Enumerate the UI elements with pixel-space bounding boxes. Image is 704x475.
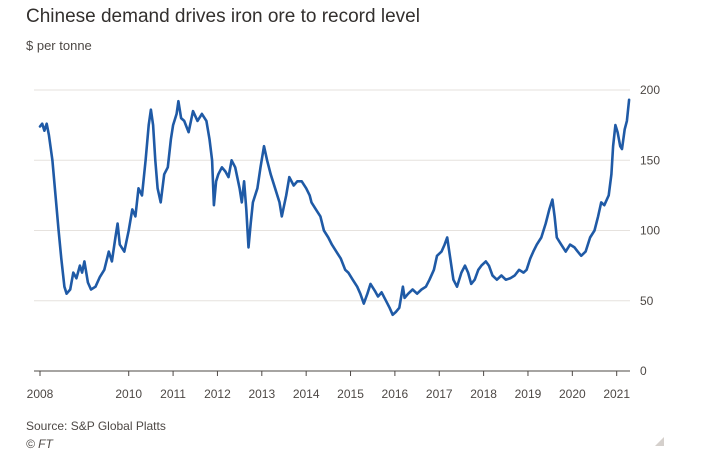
x-tick-label: 2017: [426, 387, 453, 401]
ft-credit: © FT: [26, 437, 53, 451]
y-tick-label: 0: [640, 364, 647, 378]
x-tick-label: 2014: [293, 387, 320, 401]
x-axis-ticks: 2008 2010 2011 2012 2013 2014 2015 2016 2017 2018…: [27, 370, 630, 401]
y-tick-label: 150: [640, 153, 660, 167]
x-tick-label: 2015: [337, 387, 364, 401]
chart-title: Chinese demand drives iron ore to record…: [26, 6, 420, 27]
y-tick-label: 200: [640, 83, 660, 97]
x-tick-label: 2012: [204, 387, 231, 401]
y-axis-unit-label: $ per tonne: [26, 38, 92, 53]
x-tick-label: 2016: [382, 387, 409, 401]
iron-ore-price-line: [38, 98, 631, 317]
x-tick-label: 2013: [248, 387, 275, 401]
gridlines: [34, 89, 630, 302]
y-tick-label: 100: [640, 224, 660, 238]
x-tick-label: 2011: [160, 387, 186, 401]
y-axis-ticks: 0 50 100 150 200: [640, 83, 660, 378]
x-tick-label: 2010: [115, 387, 142, 401]
x-tick-label: 2020: [559, 387, 586, 401]
x-tick-label: 2019: [515, 387, 542, 401]
x-tick-label: 2021: [603, 387, 630, 401]
source-note: Source: S&P Global Platts: [26, 419, 166, 433]
resize-handle-icon: [655, 437, 664, 446]
x-tick-label: 2018: [470, 387, 497, 401]
x-tick-label: 2008: [27, 387, 54, 401]
y-tick-label: 50: [640, 294, 654, 308]
series-layer: [38, 98, 631, 317]
